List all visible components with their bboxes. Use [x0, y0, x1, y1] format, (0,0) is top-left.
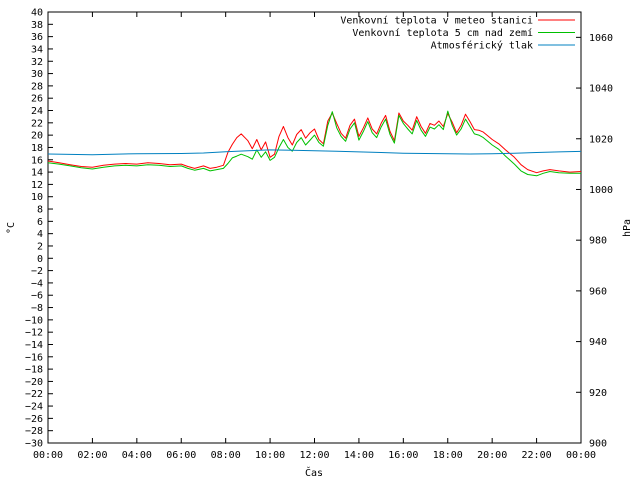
x-axis-tick-label: 00:00 [33, 450, 63, 461]
left-axis-label: °C [6, 222, 17, 234]
right-axis-tick-label: 1000 [589, 185, 613, 196]
left-axis-tick-label: −8 [31, 303, 43, 314]
left-axis-tick-label: −26 [25, 414, 43, 425]
right-axis-tick-label: 1040 [589, 84, 613, 95]
series-lines [47, 110, 582, 177]
right-axis-tick-label: 1060 [589, 33, 613, 44]
left-axis-tick-label: −18 [25, 365, 43, 376]
x-axis-tick-label: 00:00 [566, 450, 596, 461]
left-axis-tick-label: −12 [25, 328, 43, 339]
left-axis-tick-label: −6 [31, 291, 43, 302]
series-line-2 [47, 110, 581, 177]
x-axis: 00:00 02:00 04:00 06:00 08:00 10:00 12:00 14:00… [33, 12, 596, 461]
legend-label-2: Venkovní teplota 5 cm nad zemí [352, 27, 533, 39]
left-axis-tick-label: 30 [31, 69, 43, 80]
plot-area [47, 11, 582, 444]
left-axis-tick-label: 20 [31, 131, 43, 142]
left-axis-tick-label: 24 [31, 106, 43, 117]
left-axis-tick-label: 2 [37, 241, 43, 252]
left-axis-tick-label: −10 [25, 315, 43, 326]
x-axis-label: Čas [305, 466, 323, 479]
x-axis-tick-label: 22:00 [522, 450, 552, 461]
left-axis-tick-label: 34 [31, 44, 43, 55]
right-axis-tick-label: 920 [589, 388, 607, 399]
left-axis-tick-label: −14 [25, 340, 43, 351]
left-axis-tick-label: 40 [31, 8, 43, 19]
series-line-1 [47, 112, 582, 174]
left-axis-tick-label: 8 [37, 205, 43, 216]
left-axis-tick-label: 12 [31, 180, 43, 191]
left-axis-tick-label: 28 [31, 81, 43, 92]
legend: Venkovní teplota v meteo staniciVenkovní… [340, 15, 575, 52]
right-axis: 900 920 940 960 980 1000 1020 1040 1060 [576, 33, 613, 450]
left-axis-tick-label: 38 [31, 20, 43, 31]
right-axis-tick-label: 960 [589, 286, 607, 297]
x-axis-tick-label: 10:00 [255, 450, 285, 461]
left-axis-tick-label: 14 [31, 168, 43, 179]
x-axis-tick-label: 20:00 [477, 450, 507, 461]
right-axis-tick-label: 940 [589, 337, 607, 348]
left-axis-tick-label: 0 [37, 254, 43, 265]
right-axis-tick-label: 1020 [589, 134, 613, 145]
x-axis-tick-label: 14:00 [344, 450, 374, 461]
left-axis: −30−28−26−24−22−20−18−16−14−12−10−8−6−4−… [25, 8, 53, 450]
left-axis-tick-label: 36 [31, 32, 43, 43]
right-axis-tick-label: 980 [589, 236, 607, 247]
x-axis-tick-label: 18:00 [433, 450, 463, 461]
left-axis-tick-label: −28 [25, 426, 43, 437]
left-axis-tick-label: −4 [31, 278, 43, 289]
left-axis-tick-label: −24 [25, 402, 43, 413]
x-axis-tick-label: 08:00 [211, 450, 241, 461]
left-axis-tick-label: 6 [37, 217, 43, 228]
x-axis-tick-label: 02:00 [77, 450, 107, 461]
left-axis-tick-label: −20 [25, 377, 43, 388]
left-axis-tick-label: 32 [31, 57, 43, 68]
series-line-3 [47, 149, 582, 156]
left-axis-tick-label: 16 [31, 155, 43, 166]
left-axis-tick-label: 4 [37, 229, 43, 240]
right-axis-tick-label: 900 [589, 439, 607, 450]
legend-label-3: Atmosférický tlak [431, 40, 533, 52]
left-axis-tick-label: −30 [25, 439, 43, 450]
left-axis-tick-label: 10 [31, 192, 43, 203]
x-axis-tick-label: 12:00 [299, 450, 329, 461]
left-axis-tick-label: 26 [31, 94, 43, 105]
left-axis-tick-label: 22 [31, 118, 43, 129]
x-axis-tick-label: 04:00 [122, 450, 152, 461]
left-axis-tick-label: −22 [25, 389, 43, 400]
left-axis-tick-label: −16 [25, 352, 43, 363]
left-axis-tick-label: −2 [31, 266, 43, 277]
legend-label-1: Venkovní teplota v meteo stanici [340, 15, 533, 27]
left-axis-tick-label: 18 [31, 143, 43, 154]
x-axis-tick-label: 06:00 [166, 450, 196, 461]
right-axis-label: hPa [622, 219, 633, 237]
x-axis-tick-label: 16:00 [388, 450, 418, 461]
